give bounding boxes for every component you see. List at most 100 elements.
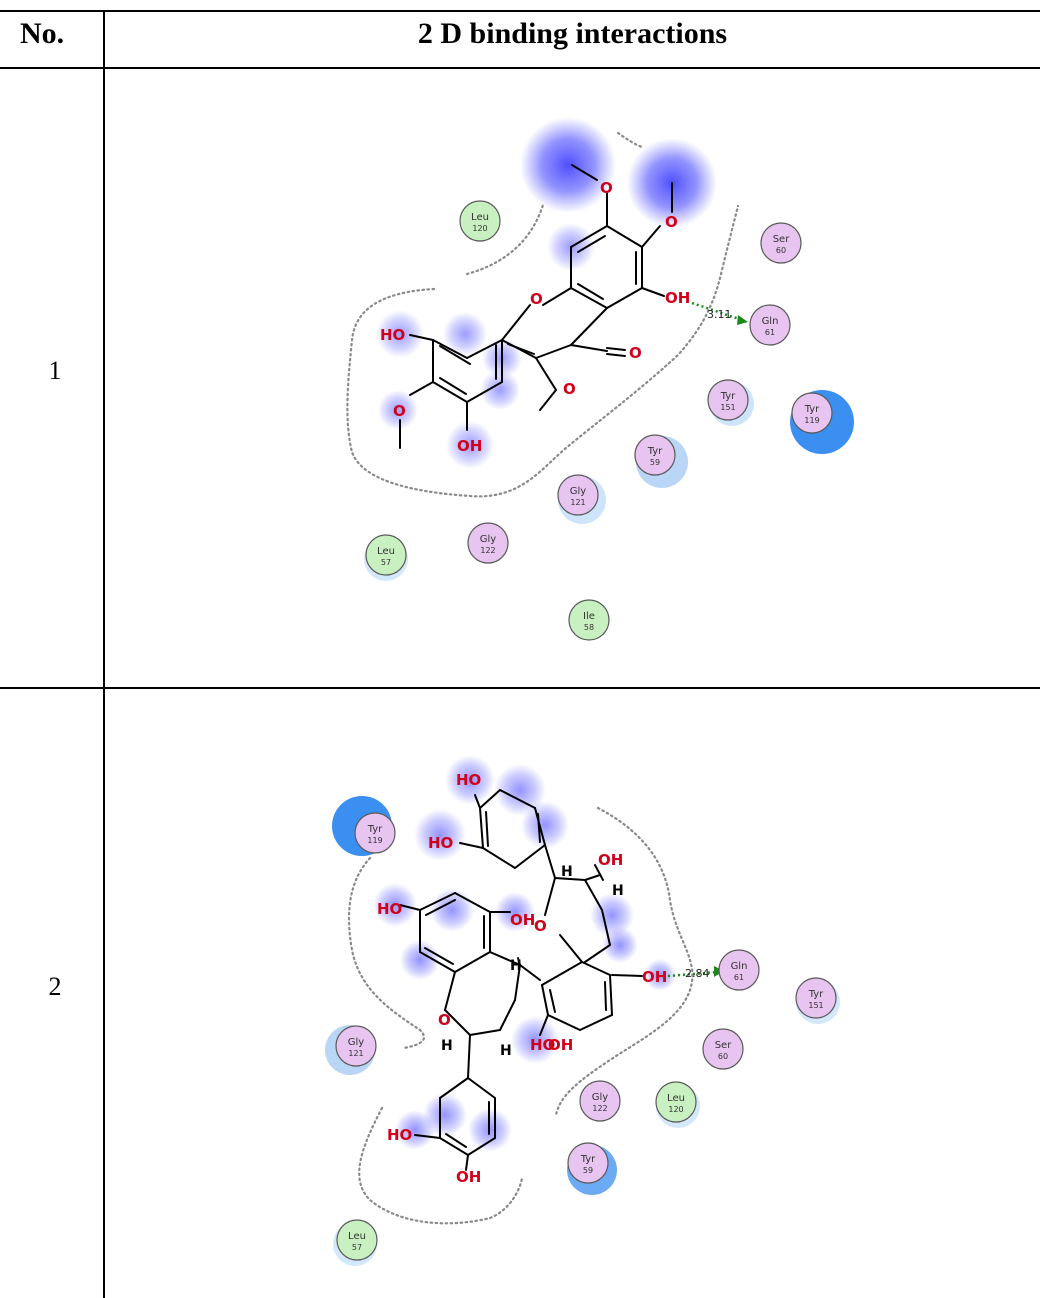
svg-text:59: 59	[650, 458, 660, 467]
svg-text:Ser: Ser	[715, 1040, 733, 1051]
hydroxyl-label: HO	[377, 900, 402, 918]
svg-text:Leu: Leu	[471, 212, 489, 223]
residue-ile-58: Ile 58	[568, 599, 610, 641]
residue-leu-57: Leu 57	[333, 1219, 378, 1266]
hbond-2: 2.84	[667, 966, 724, 980]
binding-diagram-1: O O O O O OH HO OH O 3.11 Leu 120 Ser 60…	[346, 117, 854, 641]
residue-gly-122: Gly 122	[579, 1080, 621, 1122]
residue-tyr-151: Tyr 151	[707, 379, 754, 426]
residue-ser-60: Ser 60	[760, 222, 802, 264]
ligand-exposure-2	[373, 755, 676, 1152]
svg-text:119: 119	[367, 836, 382, 845]
hydrogen-label: H	[441, 1038, 453, 1054]
svg-text:Tyr: Tyr	[808, 989, 824, 1000]
hydroxyl-label: HO	[428, 834, 453, 852]
residue-gly-121: Gly 121	[557, 474, 606, 524]
svg-text:Tyr: Tyr	[580, 1154, 596, 1165]
svg-text:61: 61	[765, 328, 775, 337]
oxygen-label: O	[600, 179, 613, 197]
hydroxyl-label: OH	[457, 437, 482, 455]
svg-text:Ser: Ser	[773, 234, 791, 245]
svg-text:60: 60	[776, 246, 786, 255]
hydroxyl-label: HO	[530, 1036, 555, 1054]
svg-text:Gly: Gly	[570, 486, 587, 497]
methoxy-oxygen-label: O	[393, 402, 406, 420]
hydroxyl-label: OH	[665, 289, 690, 307]
svg-text:151: 151	[720, 403, 735, 412]
svg-text:Tyr: Tyr	[367, 824, 383, 835]
ring-oxygen-label: O	[534, 917, 547, 935]
svg-text:122: 122	[480, 546, 495, 555]
residue-ser-60: Ser 60	[702, 1028, 744, 1070]
residue-tyr-119: Tyr 119	[790, 390, 854, 454]
svg-text:Leu: Leu	[348, 1231, 366, 1242]
hydroxyl-label: HO	[380, 326, 405, 344]
pocket-contour-1	[346, 131, 740, 498]
svg-text:121: 121	[570, 498, 585, 507]
methoxy-oxygen-label: O	[563, 380, 576, 398]
residue-gly-121: Gly 121	[325, 1025, 377, 1075]
residue-tyr-59: Tyr 59	[634, 434, 688, 488]
svg-text:58: 58	[584, 623, 594, 632]
header-bottom-rule	[0, 67, 1040, 69]
hydrogen-label: H	[612, 883, 624, 899]
hydroxyl-label: HO	[387, 1126, 412, 1144]
svg-text:Gly: Gly	[592, 1092, 609, 1103]
svg-text:59: 59	[583, 1166, 593, 1175]
svg-text:Gly: Gly	[480, 534, 497, 545]
residue-tyr-119: Tyr 119	[332, 796, 396, 856]
hydrogen-label: H	[561, 864, 573, 880]
residue-gly-122: Gly 122	[467, 522, 509, 564]
ring-oxygen-label: O	[530, 290, 543, 308]
hbond-distance-label: 3.11	[707, 308, 732, 321]
svg-text:57: 57	[352, 1243, 362, 1252]
svg-text:Gln: Gln	[731, 961, 748, 972]
svg-text:Gln: Gln	[762, 316, 779, 327]
hydroxyl-label: OH	[548, 1036, 573, 1054]
hydroxyl-label: HO	[456, 771, 481, 789]
svg-text:Tyr: Tyr	[647, 446, 663, 457]
svg-text:119: 119	[804, 416, 819, 425]
hbond-distance-label: 2.84	[685, 967, 710, 980]
residue-tyr-59: Tyr 59	[567, 1142, 617, 1195]
residue-gln-61: Gln 61	[718, 949, 760, 991]
row-divider-rule	[0, 687, 1040, 689]
svg-text:Tyr: Tyr	[720, 391, 736, 402]
residue-leu-57: Leu 57	[364, 534, 408, 581]
row-number-1: 1	[48, 356, 62, 385]
svg-text:151: 151	[808, 1001, 823, 1010]
hydrogen-label: H	[510, 958, 522, 974]
ring-oxygen-label: O	[438, 1011, 451, 1029]
svg-text:Tyr: Tyr	[804, 404, 820, 415]
column-divider	[103, 10, 105, 1298]
svg-text:61: 61	[734, 973, 744, 982]
svg-text:Ile: Ile	[583, 611, 595, 622]
table-top-rule	[0, 10, 1040, 12]
hydroxyl-label: OH	[510, 911, 535, 929]
residue-gln-61: Gln 61	[749, 304, 791, 346]
row-number-2: 2	[48, 972, 62, 1001]
svg-text:Leu: Leu	[377, 546, 395, 557]
residue-tyr-151: Tyr 151	[795, 977, 840, 1024]
svg-text:60: 60	[718, 1052, 728, 1061]
carbonyl-oxygen-label: O	[629, 344, 642, 362]
hydroxyl-label: OH	[598, 851, 623, 869]
oxygen-label: O	[665, 213, 678, 231]
svg-text:120: 120	[472, 224, 487, 233]
hbond-1: 3.11	[691, 301, 748, 325]
svg-text:122: 122	[592, 1104, 607, 1113]
svg-text:Leu: Leu	[667, 1093, 685, 1104]
hydrogen-label: H	[500, 1043, 512, 1059]
ligand-skeleton-2	[399, 789, 643, 1171]
header-no: No.	[20, 17, 65, 50]
hydroxyl-label: OH	[456, 1168, 481, 1186]
hydroxyl-label: OH	[642, 968, 667, 986]
pocket-contour-2	[347, 806, 694, 1225]
residue-leu-120: Leu 120	[459, 200, 501, 242]
svg-text:121: 121	[348, 1049, 363, 1058]
header-title: 2 D binding interactions	[417, 17, 728, 50]
binding-diagram-2: HO HO OH H H HO OH O OH H O H H HO OH HO…	[325, 755, 840, 1266]
svg-text:57: 57	[381, 558, 391, 567]
svg-text:Gly: Gly	[348, 1037, 365, 1048]
residue-leu-120: Leu 120	[655, 1081, 700, 1128]
